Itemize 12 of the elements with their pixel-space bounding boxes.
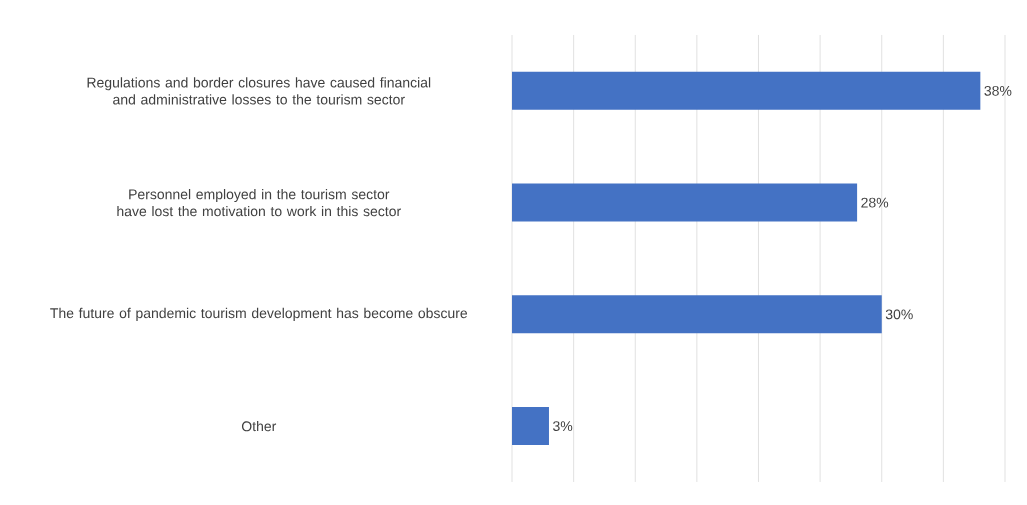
- data-label: 38%: [984, 85, 1012, 96]
- y-tick-label: Personnel employed in the tourism sector have lost the motivation to work in this sector: [117, 188, 401, 217]
- data-label: 3%: [553, 421, 573, 432]
- y-tick-label: The future of pandemic tourism development has become obscure: [50, 307, 468, 321]
- y-tick-label: Other: [241, 420, 277, 432]
- bar: [512, 295, 882, 334]
- bar: [512, 183, 858, 222]
- y-tick-label: Regulations and border closures have caused financial and administrative losses to the tourism sector: [87, 77, 431, 105]
- data-label: 30%: [885, 309, 913, 320]
- bar: [512, 71, 981, 110]
- bar: [512, 407, 549, 446]
- data-label: 28%: [861, 197, 889, 208]
